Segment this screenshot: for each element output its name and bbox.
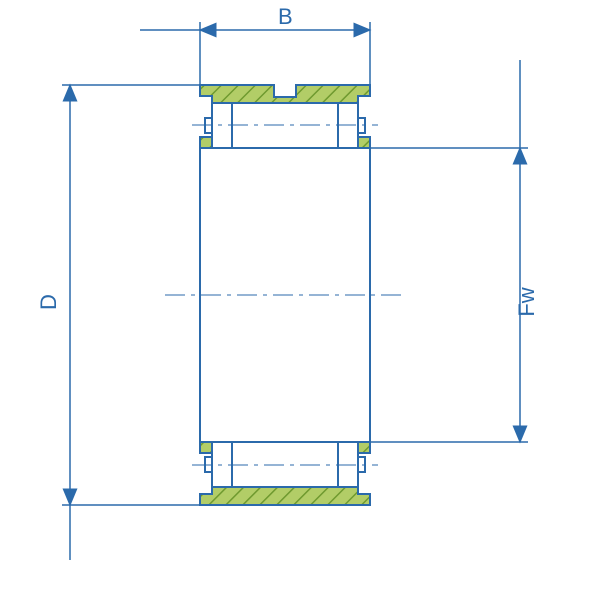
dimension-B: B (140, 4, 370, 85)
label-Fw: Fw (514, 287, 539, 316)
dimension-D: D (36, 85, 200, 560)
label-D: D (36, 294, 61, 310)
ring-bottom (192, 442, 378, 505)
bearing-cross-section: B D Fw (0, 0, 600, 600)
dimension-Fw: Fw (370, 60, 539, 442)
label-B: B (278, 4, 293, 29)
ring-top (192, 85, 378, 148)
